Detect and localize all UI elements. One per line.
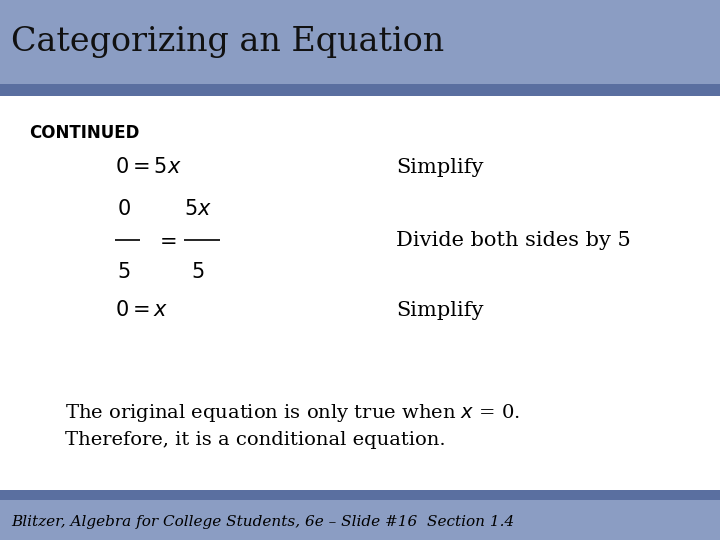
Text: The original equation is only true when $x$ = 0.: The original equation is only true when … (65, 402, 520, 424)
Text: $5$: $5$ (117, 261, 131, 282)
Text: $5$: $5$ (191, 261, 204, 282)
Bar (0, 490, 720, 500)
Bar (0, 84, 720, 96)
Text: Simplify: Simplify (396, 158, 484, 177)
Text: $=$: $=$ (155, 231, 176, 250)
Text: Categorizing an Equation: Categorizing an Equation (11, 26, 444, 58)
Text: Blitzer, Algebra for College Students, 6e – Slide #16  Section 1.4: Blitzer, Algebra for College Students, 6… (11, 515, 514, 529)
Text: Divide both sides by 5: Divide both sides by 5 (396, 231, 631, 250)
Text: CONTINUED: CONTINUED (29, 124, 139, 143)
Text: $5x$: $5x$ (184, 199, 212, 219)
Text: $0 = 5x$: $0 = 5x$ (115, 157, 182, 178)
Bar (0, 0, 720, 84)
Bar (0, 500, 720, 540)
Text: Simplify: Simplify (396, 301, 484, 320)
Text: $0$: $0$ (117, 199, 131, 219)
Text: $0 = x$: $0 = x$ (115, 300, 168, 321)
Text: Therefore, it is a conditional equation.: Therefore, it is a conditional equation. (65, 431, 446, 449)
